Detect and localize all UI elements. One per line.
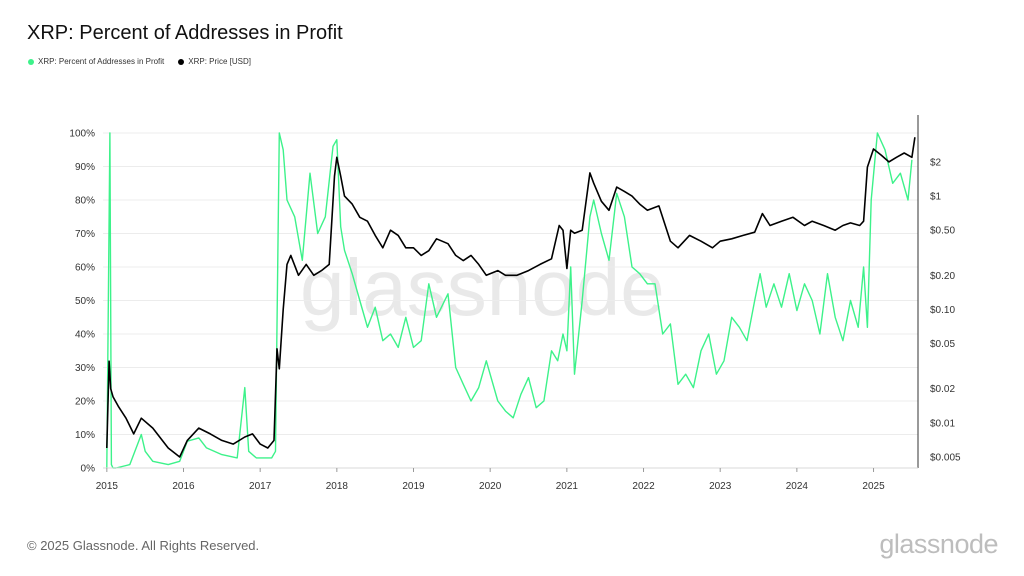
x-tick-label: 2015 [96, 481, 119, 492]
legend-label-profit: XRP: Percent of Addresses in Profit [38, 57, 165, 66]
x-tick-label: 2023 [709, 481, 732, 492]
chart-watermark: glassnode [300, 243, 665, 332]
y-left-tick-label: 30% [75, 363, 95, 374]
y-right-tick-label: $0.20 [930, 271, 955, 282]
x-tick-label: 2018 [326, 481, 349, 492]
chart-title: XRP: Percent of Addresses in Profit [27, 22, 343, 44]
x-tick-label: 2016 [172, 481, 195, 492]
legend-label-price: XRP: Price [USD] [188, 57, 251, 66]
y-right-tick-label: $0.02 [930, 384, 955, 395]
y-right-tick-label: $0.50 [930, 226, 955, 237]
legend-swatch-profit [28, 58, 34, 65]
x-tick-label: 2021 [556, 481, 579, 492]
y-left-tick-label: 10% [75, 430, 95, 441]
y-left-tick-label: 0% [81, 464, 96, 475]
y-left-tick-label: 90% [75, 162, 95, 173]
x-tick-label: 2020 [479, 481, 502, 492]
y-left-tick-label: 60% [75, 263, 95, 274]
x-tick-label: 2022 [632, 481, 655, 492]
y-left-tick-label: 40% [75, 330, 95, 341]
y-right-tick-label: $0.10 [930, 305, 955, 316]
x-tick-label: 2017 [249, 481, 272, 492]
axes: 0% 10% 20% 30% 40% 50% 60% 70% 80% 90% 100% $0.005 $… [69, 115, 961, 492]
y-left-tick-label: 80% [75, 196, 95, 207]
copyright-footer: © 2025 Glassnode. All Rights Reserved. [27, 538, 260, 553]
brand-logo: glassnode [879, 529, 998, 559]
y-left-tick-label: 70% [75, 229, 95, 240]
y-right-tick-label: $0.05 [930, 339, 955, 350]
legend-item-price[interactable]: XRP: Price [USD] [178, 57, 251, 66]
series-line-percent-in-profit [106, 132, 913, 469]
x-tick-label: 2025 [862, 481, 885, 492]
y-left-tick-label: 20% [75, 397, 95, 408]
legend-swatch-price [178, 58, 185, 65]
legend-item-profit[interactable]: XRP: Percent of Addresses in Profit [28, 57, 164, 66]
y-left-tick-label: 100% [69, 129, 95, 140]
y-right-tick-label: $1 [930, 192, 942, 203]
y-right-tick-label: $0.005 [930, 453, 961, 464]
x-tick-label: 2024 [786, 481, 809, 492]
y-right-tick-label: $2 [930, 157, 942, 168]
grid-lines [103, 132, 918, 469]
x-tick-label: 2019 [402, 481, 425, 492]
y-left-tick-label: 50% [75, 296, 95, 307]
series-line-price [106, 137, 916, 458]
chart-legend: XRP: Percent of Addresses in Profit XRP:… [28, 57, 251, 66]
series-layer [106, 132, 916, 469]
y-right-tick-label: $0.01 [930, 418, 955, 429]
